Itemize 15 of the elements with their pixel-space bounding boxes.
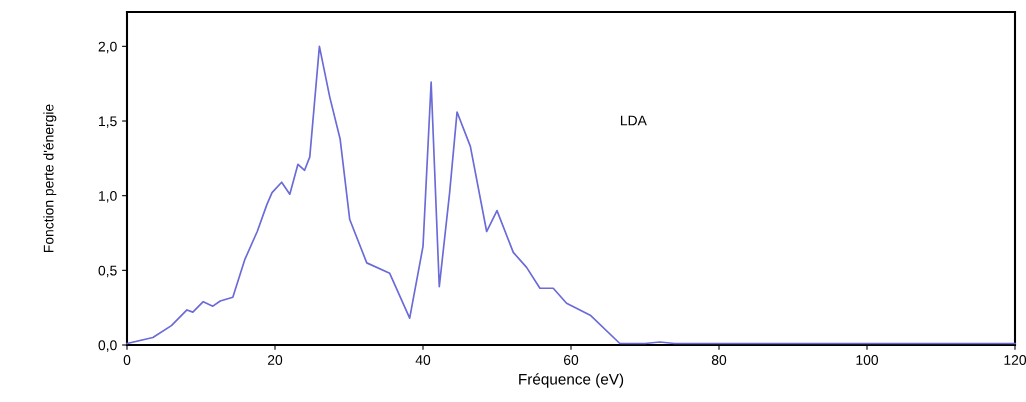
y-tick-label: 1,5 — [99, 116, 117, 128]
annotation: LDA — [620, 115, 647, 126]
y-tick-label: 0,5 — [98, 265, 117, 278]
x-tick-label: 40 — [415, 355, 431, 365]
x-tick-label: 100 — [856, 355, 879, 365]
y-tick-label: 2,0 — [98, 41, 117, 54]
x-tick-label: 120 — [1004, 355, 1026, 365]
x-tick-label: 0 — [123, 355, 131, 365]
y-tick-label: 0,0 — [98, 340, 117, 352]
y-axis-title: Fonction perte d'énergie — [43, 104, 57, 253]
y-tick-label: 1,0 — [99, 191, 117, 203]
x-tick-label: 60 — [563, 355, 579, 365]
x-axis-title: Fréquence (eV) — [519, 373, 624, 388]
x-tick-label: 20 — [267, 355, 283, 365]
x-tick-label: 80 — [711, 355, 727, 365]
